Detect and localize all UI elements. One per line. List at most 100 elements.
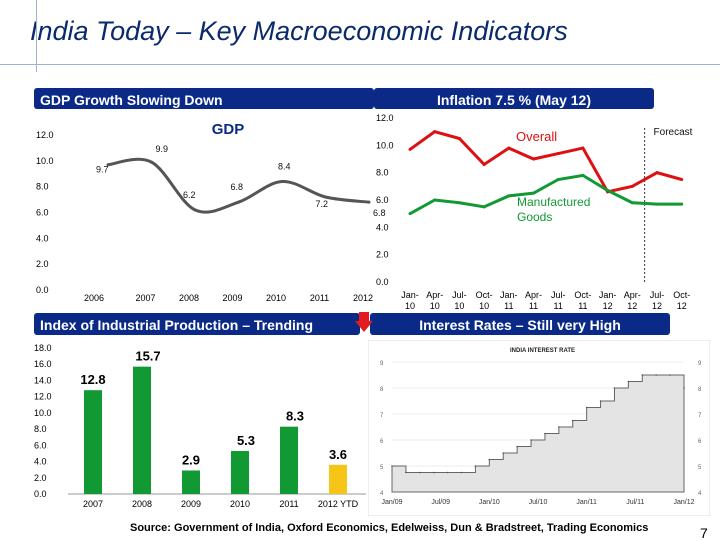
interest-rate-chart: INDIA INTEREST RATE 9 98 87 76 65 54 4 Jan/09 J…	[368, 340, 710, 516]
iip-value-label: 15.7	[135, 349, 160, 364]
rate-point	[474, 465, 477, 467]
inflation-ytick-label: 10.0	[376, 140, 394, 150]
rate-area	[391, 374, 685, 493]
iip-bar	[280, 426, 298, 494]
gdp-point	[237, 200, 240, 204]
rate-ytick-right: 8	[698, 387, 702, 393]
iip-bar	[84, 390, 102, 494]
inflation-ytick-label: 8.0	[376, 168, 389, 178]
rate-point	[405, 471, 407, 474]
iip-ytick-label: 16.0	[34, 359, 52, 369]
inflation-point	[507, 146, 511, 150]
rate-points	[391, 374, 685, 474]
gdp-points	[106, 160, 371, 212]
slide-title: India Today – Key Macroeconomic Indicato…	[30, 16, 568, 46]
rate-ytick-right: 4	[698, 491, 702, 497]
gdp-value-label: 6.8	[373, 208, 386, 218]
rate-point	[419, 471, 421, 474]
inflation-xtick-label: Oct-11	[574, 290, 591, 311]
inflation-point	[532, 191, 535, 195]
inflation-xaxis: Jan-10 Apr-10 Jul-10 Oct-10 Jan-11 Apr-11 Jul-…	[401, 290, 690, 311]
inflation-point	[581, 146, 585, 150]
inflation-xtick-label: Jan-12	[599, 290, 617, 311]
inflation-xtick-label: Jul-12	[650, 290, 665, 311]
forecast-label: Forecast	[654, 127, 693, 138]
rate-point	[613, 387, 616, 389]
rate-point	[655, 374, 657, 376]
gdp-point	[367, 200, 371, 204]
title-rule	[0, 64, 720, 65]
rate-point	[571, 419, 574, 422]
legend-manufactured: Manufactured	[517, 195, 590, 209]
inflation-xtick-label: Jan-10	[401, 290, 419, 311]
rate-xtick-label: Jan/12	[673, 499, 694, 506]
gdp-ytick-label: 6.0	[36, 208, 49, 218]
gdp-point	[106, 163, 110, 167]
rate-point	[683, 387, 685, 389]
rate-point	[585, 406, 588, 409]
rate-point	[558, 426, 560, 428]
down-arrow-icon	[355, 312, 373, 332]
inflation-point	[556, 178, 560, 181]
gdp-value-label: 9.7	[96, 165, 109, 175]
inflation-points	[408, 130, 684, 216]
inflation-ytick-label: 4.0	[376, 222, 389, 232]
rate-point	[544, 432, 546, 435]
iip-bar	[329, 464, 347, 494]
inflation-point	[457, 201, 461, 205]
inflation-xtick-label: Oct-10	[476, 290, 493, 311]
gdp-ytick-label: 10.0	[36, 156, 54, 166]
gdp-xtick-label: 2006	[84, 293, 104, 303]
gdp-value-label: 6.8	[231, 182, 244, 192]
inflation-banner: Inflation 7.5 % (May 12)	[374, 88, 654, 109]
iip-ytick-label: 8.0	[34, 424, 47, 434]
rate-xtick-label: Jan/11	[576, 499, 597, 506]
inflation-point	[556, 152, 560, 156]
gdp-ytick-label: 2.0	[36, 259, 49, 269]
rate-ytick-left: 5	[380, 465, 384, 471]
inflation-point	[408, 212, 412, 216]
rate-ytick-right: 9	[698, 361, 702, 367]
gdp-point	[324, 195, 327, 199]
rate-xaxis: Jan/09 Jul/09 Jan/10 Jul/10 Jan/11 Jul/11 Jan/…	[381, 499, 694, 506]
iip-xtick-label: 2008	[132, 499, 152, 509]
inflation-ytick-label: 2.0	[376, 250, 389, 260]
gdp-banner: GDP Growth Slowing Down	[34, 88, 374, 109]
iip-xtick-label: 2010	[230, 499, 250, 509]
gdp-xtick-label: 2011	[310, 293, 329, 303]
rate-point	[488, 458, 491, 461]
iip-ytick-label: 0.0	[34, 489, 47, 499]
gdp-value-label: 8.4	[278, 162, 291, 172]
iip-value-label: 8.3	[286, 409, 304, 424]
inflation-point	[433, 130, 437, 134]
gdp-xtick-label: 2007	[135, 293, 155, 303]
inflation-point	[408, 147, 412, 151]
iip-ytick-label: 6.0	[34, 440, 47, 450]
rate-point	[446, 471, 449, 474]
gdp-ytick-label: 8.0	[36, 182, 49, 192]
inflation-point	[433, 198, 437, 202]
inflation-point	[630, 201, 634, 205]
rate-ytick-left: 7	[380, 413, 384, 419]
iip-xtick-label: 2012 YTD	[318, 499, 359, 509]
rate-xtick-label: Jul/11	[626, 499, 644, 506]
rate-ytick-right: 7	[698, 413, 702, 419]
iip-xtick-label: 2007	[83, 499, 103, 509]
legend-overall: Overall	[516, 129, 557, 144]
iip-bar	[133, 366, 151, 494]
iip-bar	[231, 451, 249, 494]
rate-point	[391, 465, 393, 467]
gdp-xaxis: 2006 2007 2008 2009 2010 2011 2012	[84, 293, 373, 303]
gdp-xtick-label: 2012	[353, 293, 373, 303]
source-note: Source: Government of India, Oxford Econ…	[130, 522, 649, 534]
inflation-xtick-label: Oct-12	[673, 290, 690, 311]
inflation-point	[507, 194, 511, 198]
iip-xtick-label: 2011	[279, 499, 298, 509]
iip-value-label: 12.8	[80, 372, 105, 387]
gdp-xtick-label: 2008	[179, 293, 199, 303]
rate-point	[432, 471, 435, 474]
inflation-point	[581, 173, 585, 177]
rates-banner: Interest Rates – Still very High	[370, 313, 670, 335]
inflation-xtick-label: Apr-11	[525, 290, 542, 311]
gdp-point	[193, 208, 197, 212]
